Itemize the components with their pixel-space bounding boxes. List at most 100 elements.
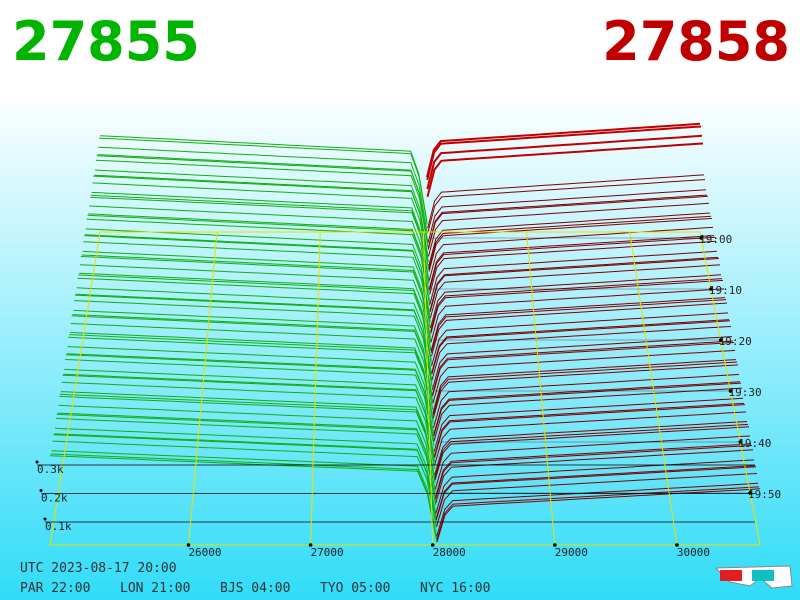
bid-depth-line [71,315,434,403]
bid-depth-line [57,412,436,500]
bid-depth-line [68,336,434,424]
bid-depth-line [51,450,438,538]
ask-depth-line [429,264,721,319]
price-grid-line [187,231,218,546]
volume-label: 0.1k [45,520,72,533]
ask-depth-line [427,195,709,250]
ask-depth-line [435,459,755,514]
ask-depth-line [433,374,740,428]
bid-depth-line [55,417,437,505]
bid-depth-line [78,274,432,362]
volume-dot [43,517,47,521]
bid-depth-line [86,218,431,306]
price-dot [186,543,191,547]
ask-depth-line [436,486,760,541]
floor-grid: 0.3k 0.2k 0.1k 26000 27000 28000 29000 30000 19:… [35,231,781,559]
bid-depth-line [87,214,430,302]
ask-depth-line [433,402,745,457]
ask-depth-line [434,411,747,466]
ask-depth-line [428,202,710,257]
bid-depth-line [54,433,437,521]
ask-depth-line [428,217,713,272]
ask-depth-line [426,125,702,180]
bid-depth-line [73,309,433,397]
ask-depth-line [432,361,738,416]
ask-depth-line [431,326,732,380]
price-grid-line [422,231,434,546]
ask-depth-line [435,466,757,521]
bid-depth-line [95,159,429,247]
time-dot [738,440,743,444]
ask-depth-line [430,274,722,329]
city-clock: LON 21:00 [120,581,190,596]
ask-depth-line [427,179,706,233]
depth-lines [49,122,761,543]
ask-depth-line [435,445,753,499]
price-grid-line [526,231,556,546]
ask-depth-line [432,364,739,419]
ask-depth-line [430,299,727,353]
price-grid-line [629,231,678,546]
city-clock: TYO 05:00 [320,581,390,596]
ask-depth-line [430,279,724,334]
bid-depth-line [89,196,430,284]
price-label: 26000 [188,546,221,559]
ask-depth-line [430,288,725,343]
ask-depth-line [434,421,748,475]
bid-depth-line [75,293,433,381]
volume-dot [39,489,43,492]
bid-depth-line [74,294,433,382]
bid-depth-line [74,300,433,387]
bid-depth-line [59,395,436,483]
bid-depth-line [64,368,435,456]
floor-frame [49,231,761,546]
ask-depth-line [426,122,701,178]
price-dot [675,543,679,547]
city-clock: PAR 22:00 [20,581,90,596]
city-clock: BJS 04:00 [220,581,290,596]
time-label: 19:40 [738,437,771,450]
ask-depth-line [434,404,746,458]
bid-depth-line [50,453,438,541]
ask-depth-line [432,359,737,413]
ask-depth-line [431,336,733,390]
price-grid-line [310,231,321,546]
bid-depth-line [82,250,431,338]
bid-depth-line [70,323,434,410]
bid-depth-line [99,137,428,225]
price-dot [430,543,435,547]
bid-depth-line [49,455,438,543]
bid-depth-line [92,182,429,270]
ask-depth-line [432,342,735,396]
city-clock: NYC 16:00 [420,581,490,596]
price-label: 27000 [311,546,344,559]
bid-depth-line [88,213,430,301]
ask-depth-line [431,319,730,373]
ask-depth-line [436,488,761,543]
bid-depth-line [94,174,429,262]
ask-depth-line [432,340,734,395]
ask-depth-line [427,189,707,244]
ask-depth-line [429,256,719,311]
bid-depth-line [93,175,429,263]
ask-depth-line [433,397,744,452]
volume-label: 0.3k [37,463,64,476]
bid-depth-line [76,287,433,375]
time-dot [709,287,713,291]
ask-depth-line [436,482,759,537]
time-dot [718,338,723,342]
ask-depth-line [435,465,756,520]
ask-depth-line [428,226,714,281]
utc-time: UTC 2023-08-17 20:00 [20,561,177,576]
ask-depth-line [426,142,704,197]
price-dot [308,543,313,547]
bid-depth-line [79,272,432,360]
ask-depth-line [432,349,736,404]
ask-depth-line [431,302,728,357]
time-label: 19:30 [728,386,761,399]
bid-depth-line [59,393,436,481]
ask-depth-line [429,258,720,312]
price-label: 28000 [433,546,466,559]
